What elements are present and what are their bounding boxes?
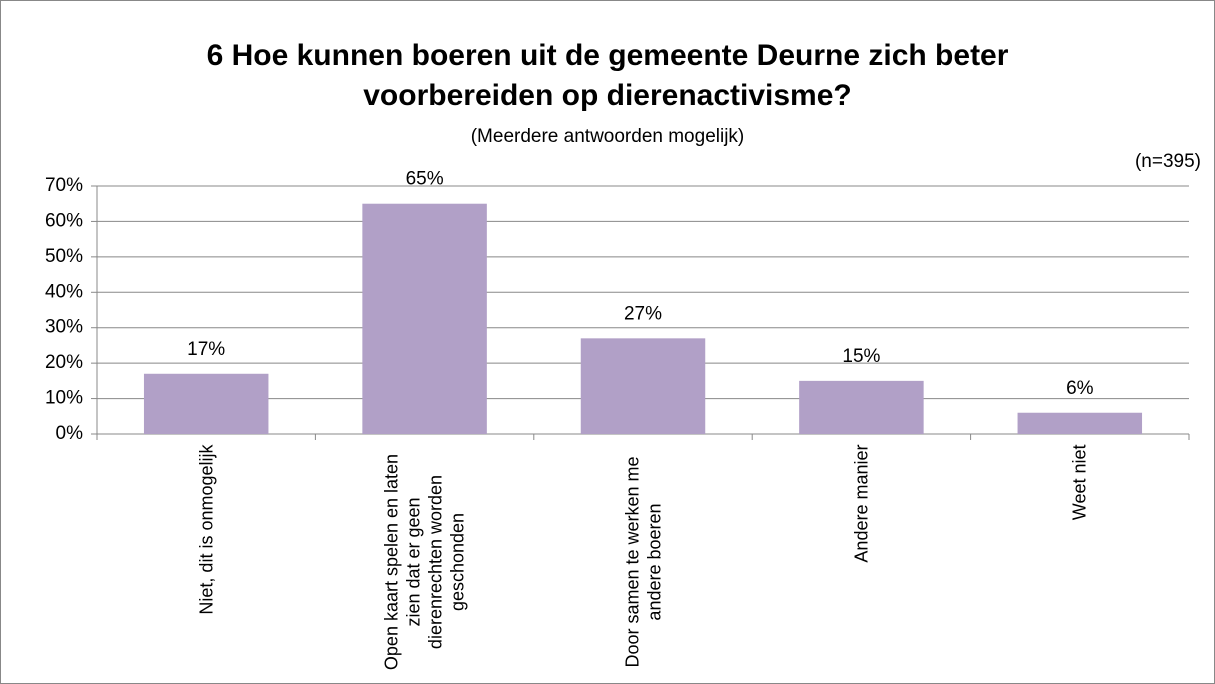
chart-subtitle: (Meerdere antwoorden mogelijk)	[470, 126, 745, 147]
bar	[799, 380, 924, 434]
x-tick-label-box: Weet niet	[1024, 445, 1136, 680]
x-tick-label: Niet, dit is onmogelijk	[196, 444, 217, 615]
bar	[362, 203, 487, 434]
data-label: 15%	[842, 346, 880, 367]
bar	[580, 338, 706, 434]
data-label: 17%	[187, 339, 225, 360]
y-tick-label: 10%	[45, 388, 83, 409]
sample-size-note: (n=395)	[1134, 151, 1201, 172]
chart-title: 6 Hoe kunnen boeren uit de gemeente Deur…	[206, 39, 1009, 112]
bar	[1017, 412, 1143, 434]
x-tick-label: Door samen te werken me andere boeren	[622, 456, 664, 668]
y-tick-label: 70%	[45, 175, 83, 196]
y-tick-label: 0%	[56, 423, 84, 444]
data-label: 27%	[624, 303, 662, 324]
y-tick-label: 40%	[45, 281, 83, 302]
x-tick-label-box: Door samen te werken me andere boeren	[587, 445, 699, 680]
data-label: 6%	[1066, 378, 1094, 399]
x-tick-label-box: Andere manier	[805, 445, 917, 680]
x-tick-label: Andere manier	[851, 444, 872, 563]
y-tick-label: 30%	[45, 317, 83, 338]
x-tick-label-box: Niet, dit is onmogelijk	[150, 445, 262, 680]
x-tick-label: Open kaart spelen en laten zien dat er g…	[381, 453, 468, 671]
y-tick-label: 50%	[45, 246, 83, 267]
x-tick-label: Weet niet	[1069, 444, 1090, 521]
data-label: 65%	[406, 169, 444, 190]
y-tick-label: 20%	[45, 352, 83, 373]
x-tick-label-box: Open kaart spelen en laten zien dat er g…	[369, 445, 481, 680]
y-tick-label: 60%	[45, 210, 83, 231]
bar	[143, 373, 269, 434]
